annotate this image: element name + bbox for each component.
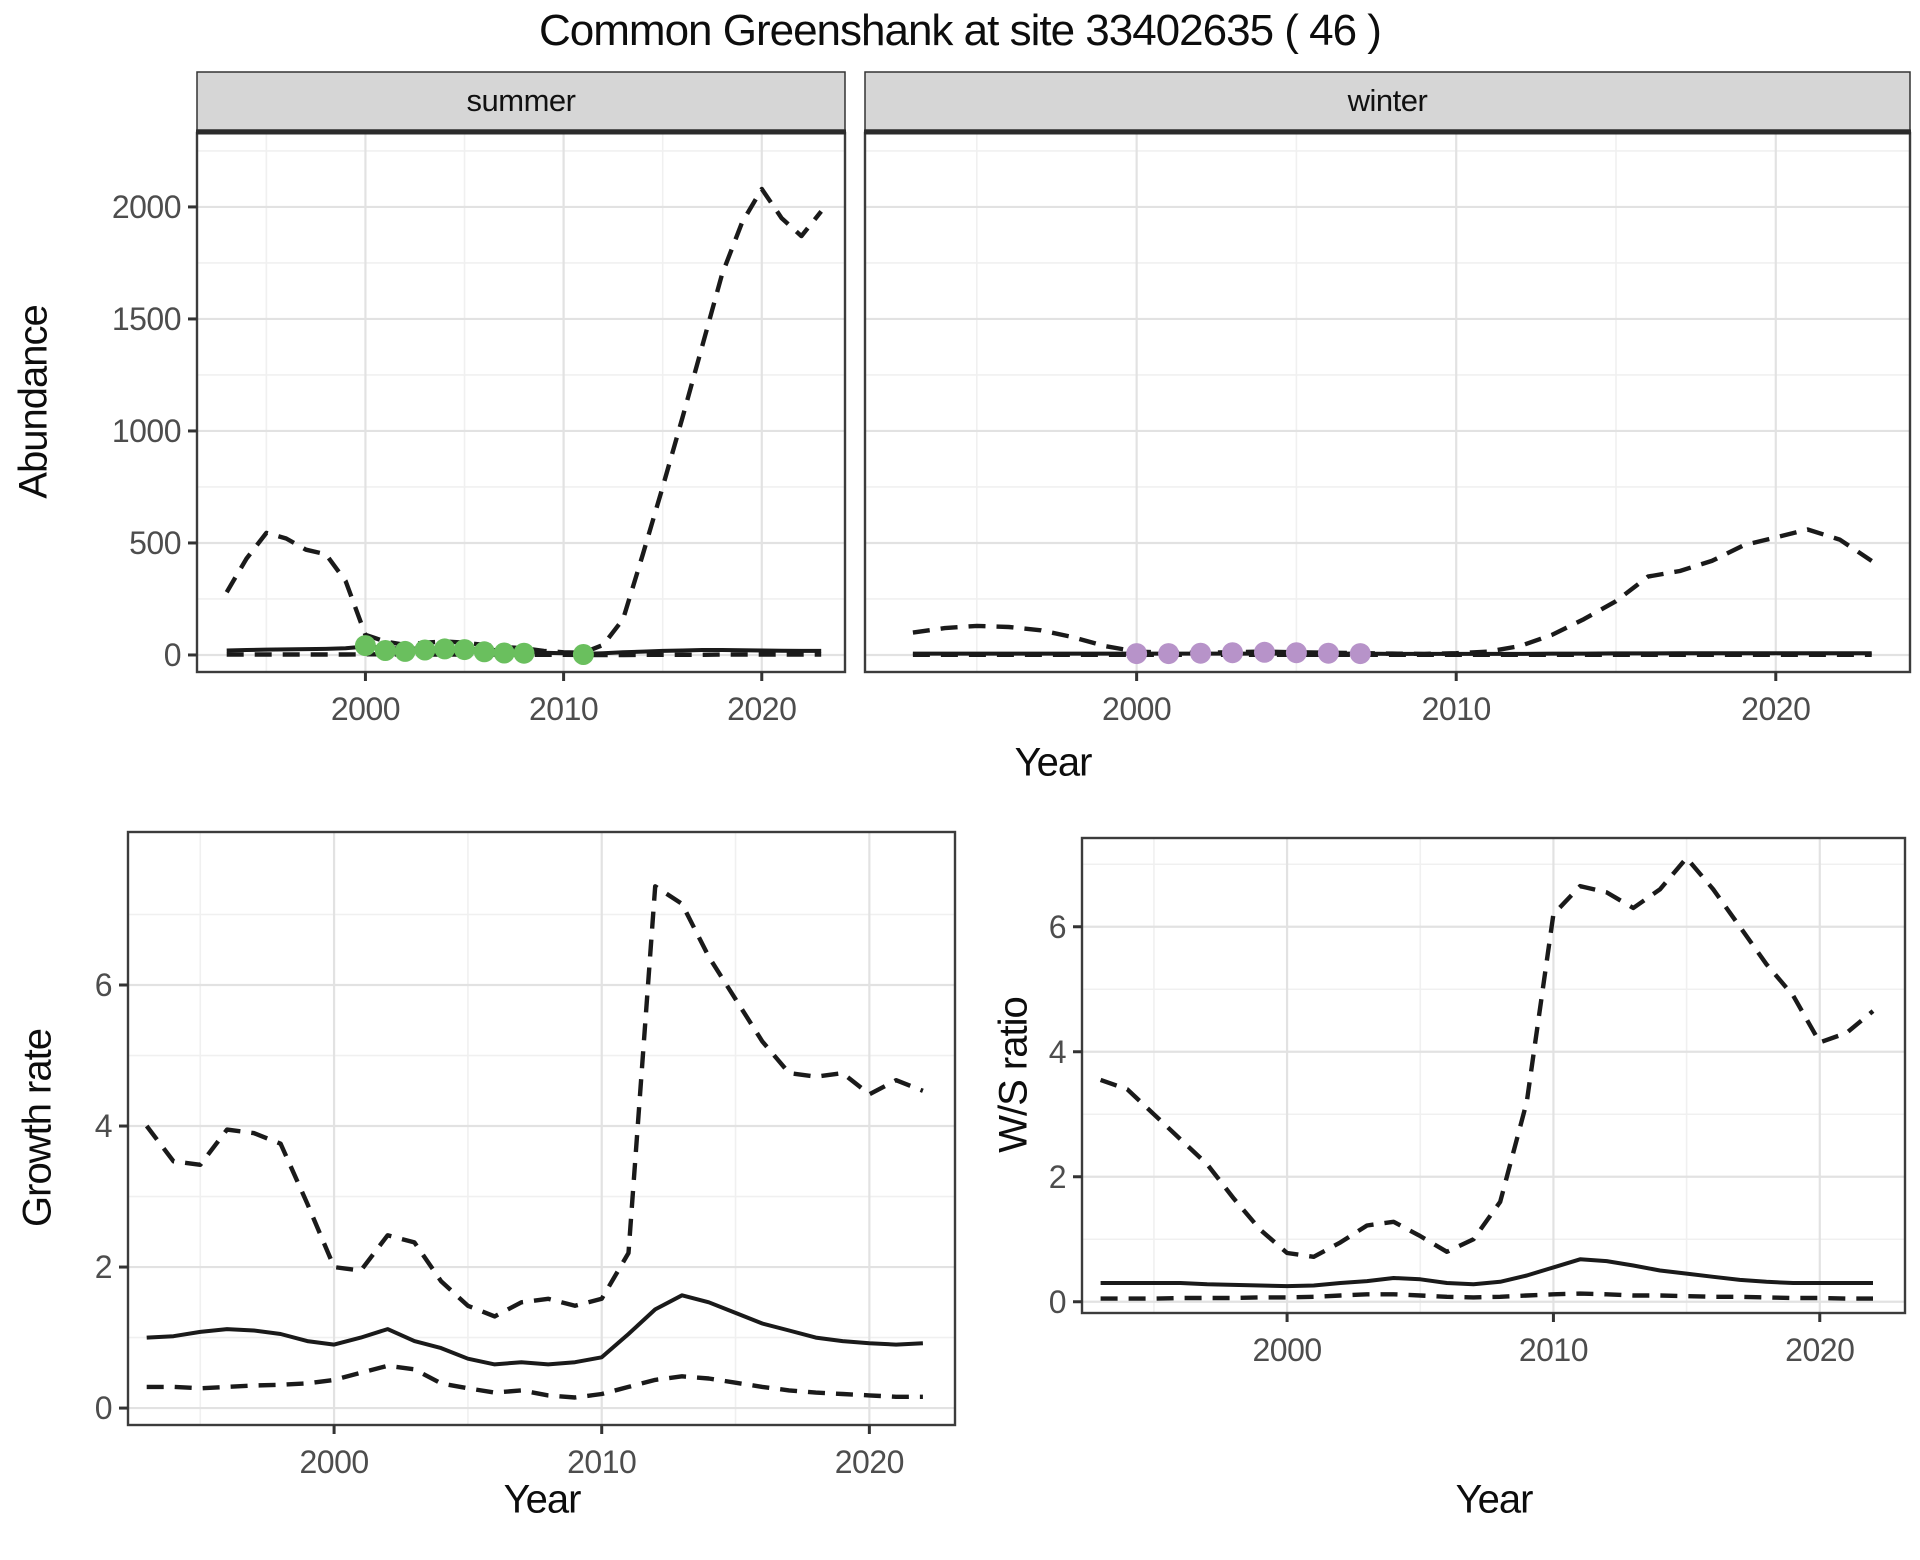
x-tick-label: 2020	[835, 1444, 904, 1480]
x-tick-label: 2020	[1741, 691, 1810, 727]
panel-abundance-summer: 2000 2010 2020 0 500 1000 1500 2000	[112, 71, 847, 727]
observed-point	[572, 644, 594, 665]
observed-point	[1254, 641, 1275, 663]
lower-95ci-line	[146, 1363, 923, 1400]
facet-strip-winter: winter	[865, 72, 1910, 130]
y-tick-label: 1000	[112, 413, 181, 449]
y-tick-label: 0	[95, 1390, 112, 1426]
x-tick-label: 2000	[1102, 691, 1171, 727]
x-axis-title-year-top: Year	[1014, 740, 1093, 785]
observed-point	[414, 639, 436, 661]
y-axis-title-abundance: Abundance	[11, 305, 56, 499]
x-tick-label: 2020	[727, 691, 796, 727]
observed-point	[513, 642, 535, 664]
median-estimate-line	[1100, 1257, 1873, 1289]
median-estimate-line	[146, 1293, 924, 1367]
y-tick-label: 6	[1049, 909, 1066, 945]
observed-point	[1190, 642, 1212, 664]
panel-border	[126, 830, 957, 1427]
panel-ws-ratio: 2000 2010 2020 0 2 4 6	[1049, 836, 1907, 1368]
observed-point	[1349, 643, 1371, 665]
y-tick-label: 2000	[112, 189, 181, 225]
observed-point	[354, 635, 376, 657]
observed-point	[434, 638, 456, 660]
observed-point	[1317, 642, 1339, 664]
panel-abundance-winter: 2000 2010 2020	[863, 71, 1912, 727]
x-tick-label: 2000	[299, 1444, 368, 1480]
y-tick-label: 6	[95, 967, 112, 1003]
observed-point	[1222, 642, 1243, 664]
x-axis-title-year-growth: Year	[503, 1477, 582, 1522]
x-tick-label: 2010	[1519, 1332, 1588, 1368]
y-tick-label: 4	[95, 1108, 112, 1144]
observed-point	[1285, 642, 1307, 664]
x-tick-label: 2010	[529, 691, 598, 727]
page-title: Common Greenshank at site 33402635 ( 46 …	[539, 6, 1382, 55]
x-axis-title-year-ws: Year	[1455, 1477, 1534, 1522]
upper-95ci-line	[144, 884, 924, 1319]
y-tick-label: 500	[129, 525, 181, 561]
observed-point	[1158, 643, 1180, 665]
facet-strip-winter-label: winter	[1347, 83, 1428, 118]
observed-point	[394, 640, 416, 662]
y-tick-label: 1500	[112, 301, 181, 337]
y-tick-label: 4	[1049, 1034, 1066, 1070]
observed-point	[1126, 643, 1148, 665]
panel-growth-rate: 2000 2010 2020 0 2 4 6	[95, 830, 957, 1480]
observed-point	[493, 642, 515, 664]
lower-95ci-line	[226, 652, 822, 658]
y-axis-title-growth-rate: Growth rate	[15, 1029, 60, 1227]
y-tick-label: 0	[164, 637, 181, 673]
facet-strip-box	[864, 71, 1911, 131]
observed-point	[454, 639, 475, 661]
x-tick-label: 2010	[567, 1444, 636, 1480]
y-tick-label: 2	[95, 1249, 112, 1285]
x-tick-label: 2020	[1785, 1332, 1854, 1368]
observed-point	[473, 641, 495, 663]
lower-95ci-line	[1100, 1291, 1873, 1301]
x-tick-label: 2000	[1252, 1332, 1321, 1368]
x-tick-label: 2000	[331, 691, 400, 727]
facet-strip-summer-label: summer	[466, 83, 576, 118]
x-tick-label: 2010	[1422, 691, 1491, 727]
panel-border	[1080, 836, 1907, 1315]
y-tick-label: 0	[1049, 1284, 1066, 1320]
y-axis-title-ws-ratio: W/S ratio	[991, 997, 1036, 1153]
observed-point	[374, 640, 396, 661]
upper-95ci-line	[1099, 855, 1875, 1259]
facet-strip-summer: summer	[197, 72, 845, 130]
y-tick-label: 2	[1049, 1159, 1066, 1195]
